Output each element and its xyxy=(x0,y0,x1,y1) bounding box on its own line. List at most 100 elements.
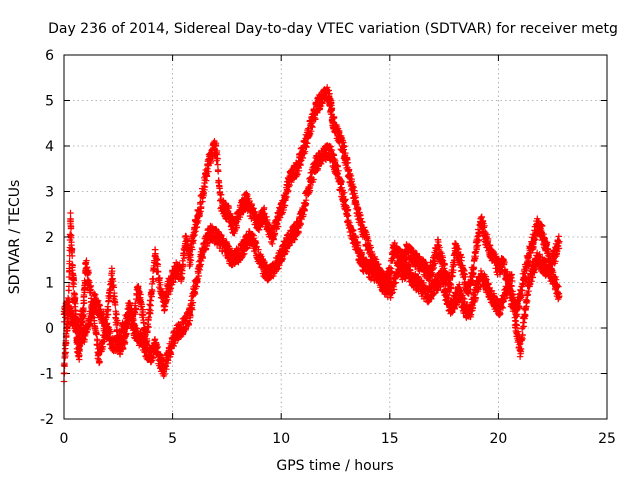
data-point xyxy=(308,174,315,182)
x-axis-label: GPS time / hours xyxy=(276,458,393,474)
data-point xyxy=(191,288,198,295)
data-point xyxy=(143,347,150,354)
data-point xyxy=(317,156,324,163)
data-point xyxy=(269,265,276,273)
data-point xyxy=(212,233,220,241)
data-point xyxy=(195,211,202,218)
data-point xyxy=(67,215,74,222)
data-point xyxy=(121,320,129,327)
data-point xyxy=(108,338,115,345)
data-point xyxy=(356,252,363,259)
data-point xyxy=(108,270,115,277)
data-point xyxy=(80,306,87,313)
data-point xyxy=(243,197,250,204)
data-point xyxy=(69,270,76,277)
data-point xyxy=(291,229,298,236)
y-tick-label: 4 xyxy=(45,139,54,155)
data-point xyxy=(330,156,337,163)
data-point xyxy=(286,174,294,182)
x-tick-label: 10 xyxy=(272,431,290,447)
data-point xyxy=(447,306,454,313)
data-point xyxy=(165,283,172,291)
data-point xyxy=(321,151,328,159)
data-point xyxy=(425,270,433,277)
data-point xyxy=(403,247,411,254)
data-point xyxy=(282,242,289,250)
data-point xyxy=(238,201,246,209)
data-points xyxy=(60,84,563,385)
data-point xyxy=(551,279,559,286)
data-point xyxy=(556,292,563,300)
data-point xyxy=(173,329,181,336)
data-point xyxy=(521,270,528,277)
data-point xyxy=(225,211,233,218)
data-point xyxy=(508,274,515,282)
data-point xyxy=(490,297,498,304)
data-point xyxy=(377,279,385,286)
data-point xyxy=(334,129,341,136)
data-point xyxy=(525,279,533,286)
data-point xyxy=(295,161,302,168)
data-point xyxy=(556,238,563,245)
data-point xyxy=(251,242,259,250)
data-point xyxy=(221,206,228,213)
data-point xyxy=(217,197,224,204)
data-point xyxy=(99,338,107,345)
data-point xyxy=(82,329,89,336)
data-point xyxy=(230,224,237,232)
data-point xyxy=(412,279,420,286)
grid-lines xyxy=(64,55,607,419)
data-point xyxy=(473,283,480,291)
data-point xyxy=(382,283,389,291)
data-point xyxy=(312,161,320,168)
data-point xyxy=(360,261,367,268)
data-point xyxy=(434,279,441,286)
data-point xyxy=(247,233,254,241)
data-point xyxy=(369,256,376,263)
data-point xyxy=(447,283,454,291)
data-point xyxy=(156,279,163,286)
data-point xyxy=(464,288,472,295)
x-tick-label: 15 xyxy=(381,431,399,447)
data-point xyxy=(477,274,485,282)
data-point xyxy=(138,338,146,345)
data-point xyxy=(421,288,428,295)
data-point xyxy=(464,311,472,318)
data-point xyxy=(82,261,89,268)
data-point xyxy=(152,252,159,259)
y-tick-label: 2 xyxy=(45,230,54,246)
data-point xyxy=(278,206,285,213)
data-point xyxy=(521,311,528,318)
data-point xyxy=(351,197,359,204)
data-point xyxy=(221,242,228,250)
data-point xyxy=(469,302,476,309)
data-point xyxy=(495,306,502,313)
data-point xyxy=(304,188,311,195)
data-point xyxy=(112,315,120,323)
data-point xyxy=(438,274,446,282)
data-point xyxy=(408,274,415,282)
y-tick-label: -2 xyxy=(40,412,54,428)
y-tick-label: 1 xyxy=(45,276,54,292)
data-point xyxy=(104,329,111,336)
data-point xyxy=(134,283,142,291)
data-point xyxy=(204,165,211,172)
data-point xyxy=(338,188,346,195)
data-point xyxy=(347,224,354,232)
y-tick-label: 0 xyxy=(45,321,54,337)
data-point xyxy=(86,283,94,291)
chart-title: Day 236 of 2014, Sidereal Day-to-day VTE… xyxy=(48,21,618,37)
data-point xyxy=(417,283,424,291)
data-point xyxy=(160,365,168,373)
data-point xyxy=(147,352,155,359)
y-tick-label: 3 xyxy=(45,185,54,201)
data-point xyxy=(438,256,446,263)
data-point xyxy=(117,333,124,341)
data-point xyxy=(390,242,398,250)
data-point xyxy=(286,233,294,241)
data-point xyxy=(69,315,76,323)
data-point xyxy=(230,256,237,263)
data-point xyxy=(325,147,333,154)
data-point xyxy=(534,220,541,227)
data-point xyxy=(529,238,537,245)
